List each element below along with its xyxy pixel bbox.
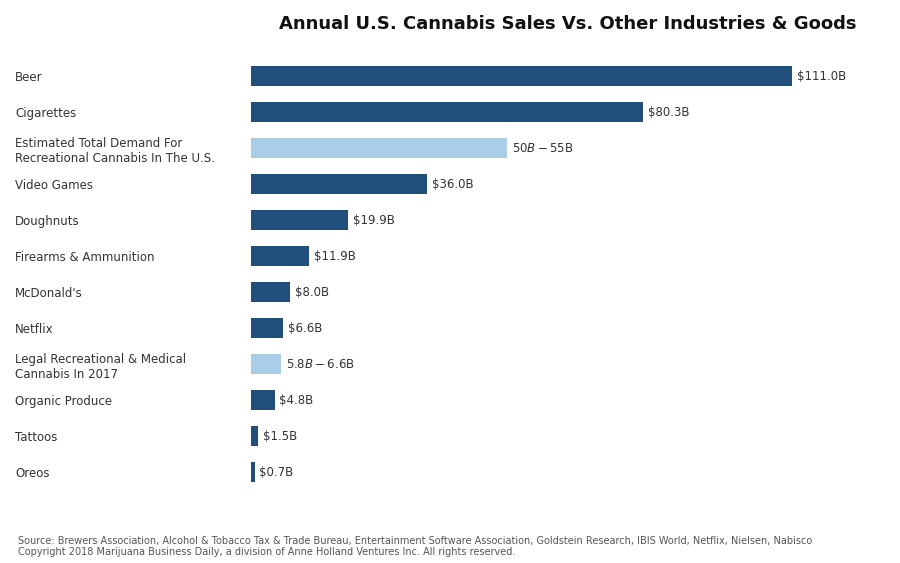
- Text: $36.0B: $36.0B: [431, 178, 473, 191]
- Text: $0.7B: $0.7B: [259, 466, 293, 479]
- Bar: [251, 319, 284, 338]
- Bar: [251, 175, 427, 194]
- Text: $6.6B: $6.6B: [288, 322, 322, 335]
- Text: $5.8B -$6.6B: $5.8B -$6.6B: [286, 358, 355, 371]
- Bar: [251, 462, 255, 482]
- Text: $50B -$55B: $50B -$55B: [512, 142, 573, 155]
- Bar: [251, 102, 643, 122]
- Text: $8.0B: $8.0B: [295, 286, 329, 299]
- Bar: [251, 211, 348, 230]
- Text: $4.8B: $4.8B: [279, 394, 313, 407]
- Bar: [251, 66, 792, 86]
- Text: $80.3B: $80.3B: [647, 106, 689, 119]
- Bar: [251, 426, 258, 446]
- Title: Annual U.S. Cannabis Sales Vs. Other Industries & Goods: Annual U.S. Cannabis Sales Vs. Other Ind…: [279, 15, 857, 33]
- Text: $11.9B: $11.9B: [314, 250, 356, 263]
- Bar: [251, 138, 507, 158]
- Bar: [251, 283, 290, 302]
- Bar: [251, 247, 309, 266]
- Text: $111.0B: $111.0B: [797, 70, 847, 83]
- Bar: [251, 354, 282, 374]
- Text: $19.9B: $19.9B: [353, 214, 395, 227]
- Text: $1.5B: $1.5B: [264, 430, 298, 443]
- Bar: [251, 390, 274, 410]
- Text: Source: Brewers Association, Alcohol & Tobacco Tax & Trade Bureau, Entertainment: Source: Brewers Association, Alcohol & T…: [18, 536, 812, 557]
